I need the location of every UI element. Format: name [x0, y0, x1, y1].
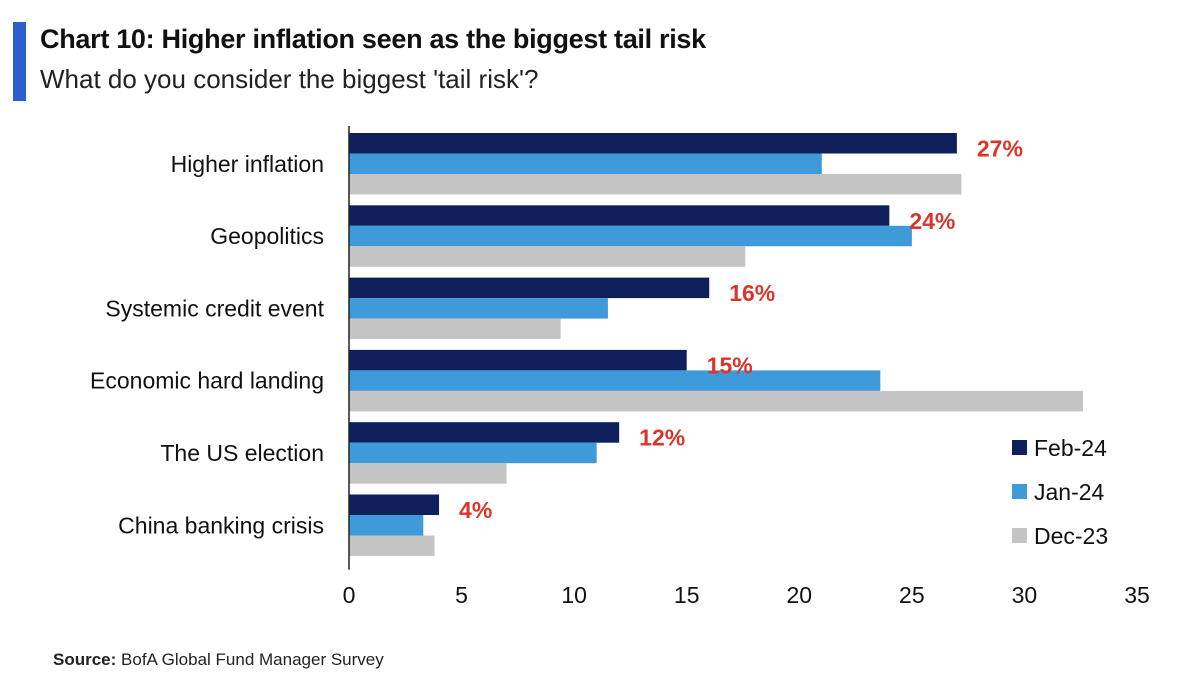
bar-dec-23: [349, 246, 746, 267]
bar-dec-23: [349, 535, 435, 556]
bar-dec-23: [349, 390, 1083, 412]
chart-subtitle: What do you consider the biggest 'tail r…: [40, 64, 539, 94]
source-label: Source:: [53, 650, 117, 669]
data-label: 15%: [707, 352, 753, 378]
legend-swatch-dec-23: [1012, 528, 1027, 543]
legend-label-feb-24: Feb-24: [1034, 435, 1107, 461]
category-label: China banking crisis: [118, 512, 324, 538]
bar-jan-24: [349, 370, 881, 391]
category-label: Geopolitics: [210, 223, 324, 249]
x-tick-label: 35: [1124, 582, 1150, 608]
bar-feb-24: [349, 349, 687, 371]
x-tick-label: 15: [674, 582, 700, 608]
data-label: 24%: [909, 208, 955, 234]
bar-feb-24: [349, 422, 620, 443]
bar-feb-24: [349, 494, 440, 515]
x-tick-label: 0: [343, 582, 356, 608]
bar-jan-24: [349, 515, 424, 536]
bar-feb-24: [349, 277, 710, 299]
x-tick-label: 30: [1012, 582, 1038, 608]
bar-jan-24: [349, 298, 608, 319]
source-text: BofA Global Fund Manager Survey: [121, 650, 384, 669]
legend-swatch-feb-24: [1012, 440, 1027, 455]
bar-feb-24: [349, 133, 957, 154]
legend-label-jan-24: Jan-24: [1034, 479, 1105, 505]
data-label: 12%: [639, 425, 685, 451]
legend-label-dec-23: Dec-23: [1034, 523, 1108, 549]
bar-dec-23: [349, 174, 962, 195]
source-note: Source: BofA Global Fund Manager Survey: [53, 650, 384, 670]
category-label: The US election: [160, 440, 324, 466]
chart-title: Chart 10: Higher inflation seen as the b…: [40, 24, 706, 54]
category-label: Higher inflation: [171, 151, 324, 177]
bar-jan-24: [349, 153, 822, 174]
x-tick-label: 10: [561, 582, 587, 608]
data-label: 16%: [729, 280, 775, 306]
category-label: Economic hard landing: [90, 368, 324, 394]
x-tick-label: 20: [786, 582, 812, 608]
bar-jan-24: [349, 225, 912, 247]
data-label: 27%: [977, 136, 1023, 162]
x-tick-label: 25: [899, 582, 925, 608]
bar-dec-23: [349, 463, 507, 484]
x-tick-label: 5: [455, 582, 468, 608]
legend-swatch-jan-24: [1012, 484, 1027, 499]
bar-dec-23: [349, 318, 561, 340]
bar-jan-24: [349, 442, 597, 464]
bar-feb-24: [349, 205, 890, 226]
data-label: 4%: [459, 497, 492, 523]
category-label: Systemic credit event: [105, 295, 324, 321]
title-accent-bar: [13, 22, 26, 101]
